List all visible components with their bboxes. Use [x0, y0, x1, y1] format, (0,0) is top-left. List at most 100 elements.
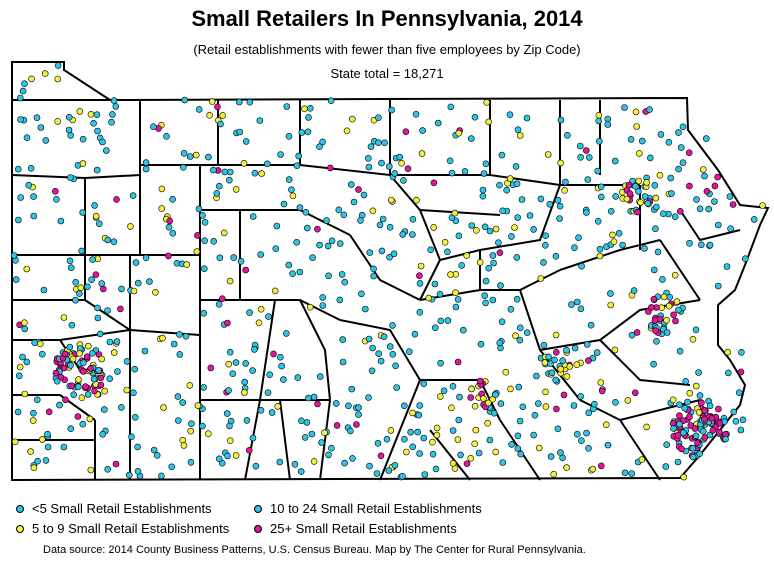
zip-dot [241, 389, 248, 396]
zip-dot [45, 408, 53, 416]
state-outline [11, 61, 770, 482]
zip-dot [513, 295, 521, 303]
zip-dot [389, 350, 397, 358]
zip-dot [134, 443, 141, 451]
zip-dot [398, 159, 405, 167]
zip-dot [285, 261, 293, 269]
zip-dot [550, 470, 558, 478]
zip-dot [92, 271, 100, 279]
zip-dot [471, 440, 479, 448]
zip-dot [289, 192, 297, 200]
zip-dot [723, 263, 731, 270]
zip-dot [467, 454, 475, 462]
zip-dot [724, 369, 732, 377]
zip-dot [612, 398, 619, 406]
zip-dot [336, 240, 344, 247]
zip-dot [74, 413, 82, 420]
zip-dot [87, 365, 94, 372]
zip-dot [552, 348, 560, 356]
zip-dot [283, 103, 291, 110]
zip-dot [440, 387, 448, 395]
zip-dot [396, 153, 404, 161]
zip-dot [615, 230, 623, 237]
zip-dot [216, 182, 223, 190]
zip-dot [241, 378, 248, 386]
zip-dot [19, 87, 27, 95]
zip-dot [449, 382, 457, 390]
zip-dot [431, 280, 439, 288]
zip-dot [44, 443, 52, 451]
zip-dot [208, 98, 216, 105]
zip-dot [631, 389, 639, 397]
zip-dot [700, 427, 707, 435]
zip-dot [194, 232, 201, 239]
zip-dot [123, 386, 131, 394]
zip-dot [489, 296, 497, 304]
zip-dot [96, 330, 104, 338]
zip-dot [468, 385, 475, 393]
zip-dot [377, 452, 385, 460]
zip-dot [60, 443, 68, 451]
zip-dot [402, 128, 410, 135]
zip-dot [14, 408, 22, 416]
zip-dot [463, 252, 471, 259]
zip-dot [101, 387, 108, 395]
zip-dot [375, 114, 382, 121]
zip-dot [602, 421, 610, 429]
zip-dot [104, 236, 112, 244]
zip-dot [187, 427, 194, 435]
zip-dot [132, 413, 139, 421]
zip-dot [72, 296, 79, 304]
zip-dot [246, 446, 253, 454]
zip-dot [305, 394, 312, 402]
zip-dot [623, 195, 631, 203]
zip-dot [15, 216, 22, 224]
zip-dot [437, 359, 444, 367]
zip-dot [490, 259, 497, 267]
zip-dot [607, 290, 614, 297]
zip-dot [141, 347, 149, 355]
zip-dot [387, 427, 395, 434]
zip-dot [217, 120, 224, 128]
zip-code-dots [10, 62, 766, 481]
zip-dot [573, 298, 581, 306]
zip-dot [451, 209, 459, 217]
zip-dot [152, 288, 159, 296]
zip-dot [355, 404, 362, 411]
zip-dot [507, 385, 514, 393]
zip-dot [541, 359, 549, 366]
zip-dot [251, 346, 258, 353]
zip-dot [142, 159, 150, 166]
zip-dot [596, 245, 604, 253]
zip-dot [526, 212, 534, 219]
zip-dot [701, 415, 708, 423]
zip-dot [458, 262, 466, 269]
zip-dot [693, 196, 700, 203]
zip-dot [561, 187, 568, 194]
zip-dot [551, 356, 558, 364]
zip-dot [403, 448, 410, 456]
zip-dot [476, 258, 484, 266]
zip-dot [199, 422, 206, 430]
zip-dot [174, 393, 182, 400]
zip-dot [285, 133, 293, 140]
zip-dot [492, 448, 500, 456]
zip-dot [399, 472, 406, 480]
zip-dot [186, 153, 194, 160]
zip-dot [343, 127, 351, 135]
zip-dot [62, 396, 69, 404]
zip-dot [176, 351, 184, 358]
zip-dot [583, 341, 591, 348]
zip-dot [416, 272, 423, 280]
zip-dot [475, 449, 483, 457]
zip-dot [610, 238, 618, 245]
zip-dot [306, 105, 314, 112]
zip-dot [482, 277, 490, 285]
zip-dot [249, 213, 257, 220]
zip-dot [483, 99, 491, 106]
zip-dot [686, 182, 693, 190]
zip-dot [670, 311, 677, 319]
zip-dot [79, 135, 87, 143]
zip-dot [716, 420, 724, 427]
zip-dot [668, 190, 675, 197]
